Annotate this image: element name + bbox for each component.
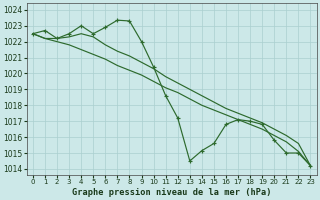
X-axis label: Graphe pression niveau de la mer (hPa): Graphe pression niveau de la mer (hPa) xyxy=(72,188,271,197)
